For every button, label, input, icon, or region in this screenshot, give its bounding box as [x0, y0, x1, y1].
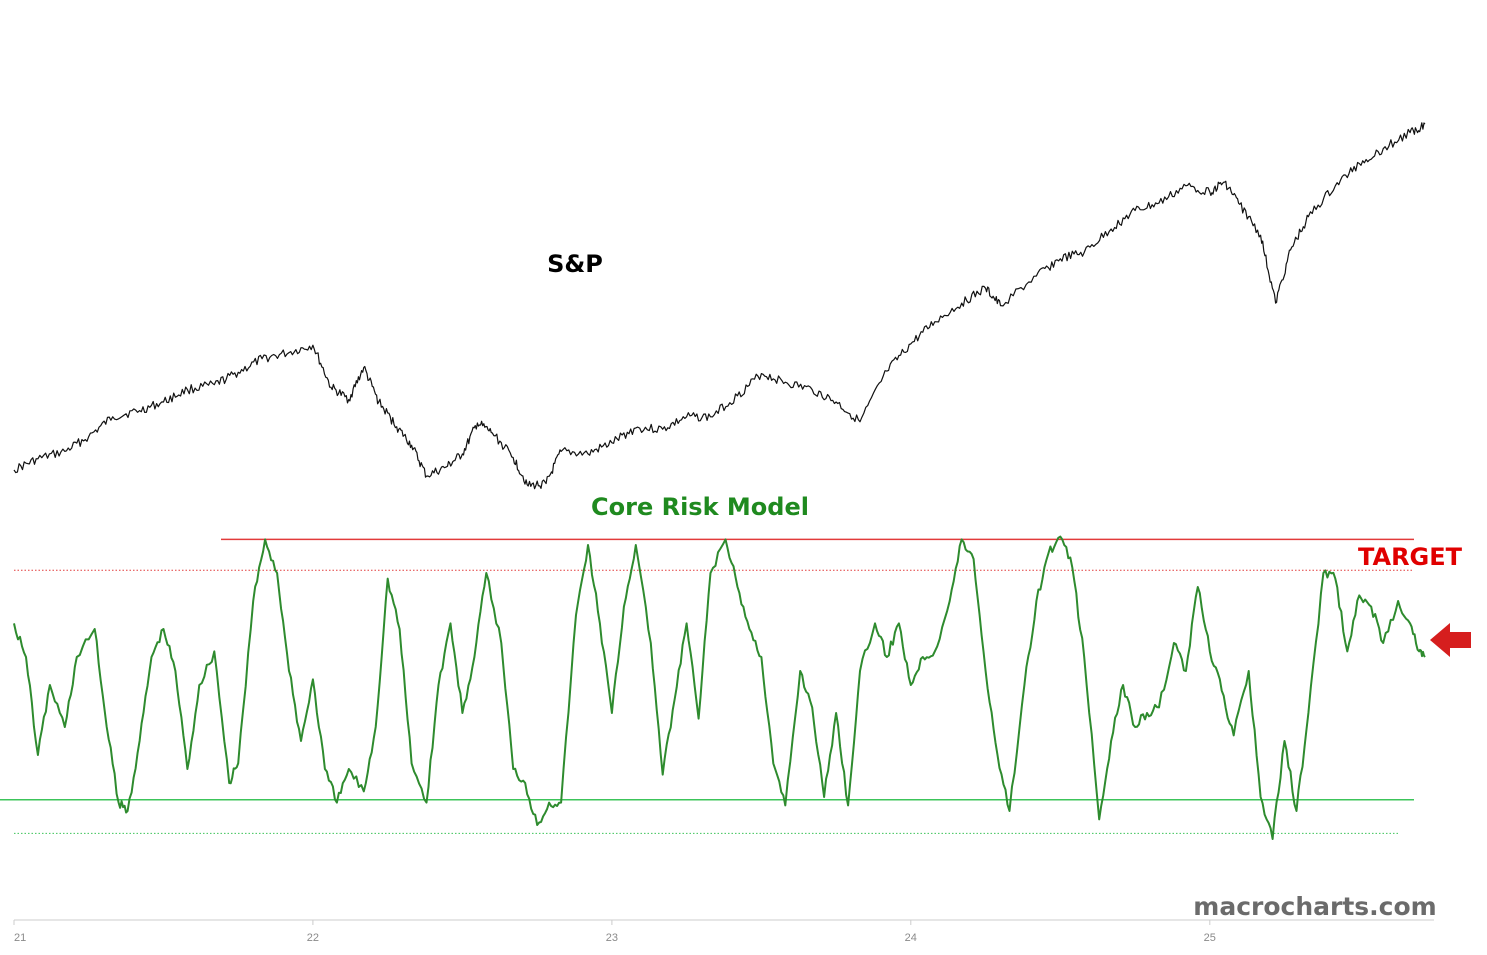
core-risk-model-label: Core Risk Model — [591, 493, 809, 521]
sp-label: S&P — [547, 250, 603, 278]
x-tick-label: 23 — [606, 932, 618, 944]
x-tick-label: 22 — [307, 932, 319, 944]
watermark-text: macrocharts.com — [1193, 892, 1436, 921]
target-label: TARGET — [1358, 543, 1463, 571]
x-tick-label: 21 — [14, 932, 26, 944]
x-tick-label: 25 — [1204, 932, 1216, 944]
arrow-left-icon — [1430, 623, 1471, 657]
x-tick-label: 24 — [905, 932, 917, 944]
risk-panel: Core Risk Model TARGET — [0, 493, 1471, 840]
x-axis: 21 22 23 24 25 — [13, 919, 1434, 944]
sp-panel: S&P — [13, 122, 1426, 490]
sp-price-line — [13, 122, 1426, 490]
core-risk-model-line — [13, 535, 1426, 840]
